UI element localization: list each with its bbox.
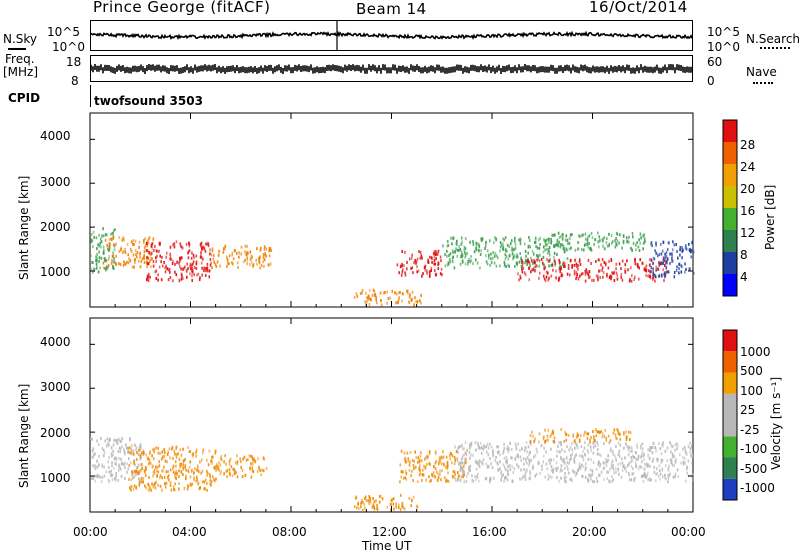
power-cbar-tick-24: 24 — [740, 160, 756, 174]
velocity-ytick-3000: 3000 — [40, 380, 71, 394]
power-colorbar-segment-3 — [723, 208, 737, 230]
power-colorbar-segment-2 — [723, 230, 737, 252]
power-band-5 — [396, 249, 443, 278]
velocity-colorbar-frame — [722, 329, 738, 501]
x-axis-label: Time UT — [362, 539, 412, 553]
velocity-ytick-4000: 4000 — [40, 335, 71, 349]
velocity-cbar-tick-500: 500 — [740, 364, 763, 378]
xtick-0000: 00:00 — [73, 525, 108, 539]
velocity-cbar-tick-25: 25 — [740, 403, 756, 417]
freq-tick-high: 18 — [66, 55, 82, 69]
xtick-0800: 08:00 — [272, 525, 307, 539]
freq-trace — [90, 64, 692, 74]
freq-label: Freq. — [5, 52, 35, 66]
velocity-colorbar-segment-0 — [723, 478, 737, 500]
xtick-2000: 20:00 — [572, 525, 607, 539]
velocity-cbar-label: Velocity [m s⁻¹] — [769, 376, 783, 470]
velocity-colorbar-segment-7 — [723, 330, 737, 352]
velocity-colorbar-segment-4 — [723, 393, 737, 415]
power-colorbar-segment-6 — [723, 142, 737, 164]
nsky-line-key — [8, 48, 26, 50]
velocity-band-2 — [216, 454, 268, 479]
freq-tick-low: 8 — [71, 74, 79, 88]
velocity-band-6 — [529, 428, 632, 444]
xtick-0400: 04:00 — [172, 525, 207, 539]
power-ytick-2000: 2000 — [40, 220, 71, 234]
cpid-marker — [90, 85, 91, 107]
power-ylabel: Slant Range [km] — [17, 175, 31, 280]
velocity-cbar-tick-neg1000: -1000 — [740, 481, 775, 495]
nsky-panel — [90, 20, 693, 51]
velocity-colorbar-segment-2 — [723, 436, 737, 458]
power-colorbar-segment-0 — [723, 274, 737, 296]
nave-label: Nave — [746, 65, 777, 79]
freq-unit: [MHz] — [3, 65, 39, 79]
velocity-cbar-tick-neg100: -100 — [740, 442, 768, 456]
beam-title: Beam 14 — [356, 0, 427, 18]
power-cbar-tick-16: 16 — [740, 204, 756, 218]
velocity-colorbar-segment-3 — [723, 415, 737, 437]
nsky-trace — [90, 30, 693, 41]
power-cbar-label: Power [dB] — [763, 184, 777, 250]
nave-line-key — [753, 82, 773, 84]
xtick-1600: 16:00 — [472, 525, 507, 539]
velocity-band-0 — [90, 436, 142, 484]
velocity-ylabel: Slant Range [km] — [17, 383, 31, 488]
power-ytick-1000: 1000 — [40, 265, 71, 279]
power-cbar-tick-8: 8 — [740, 248, 748, 262]
power-cbar-tick-20: 20 — [740, 182, 756, 196]
velocity-cbar-tick-1000: 1000 — [740, 345, 771, 359]
power-ytick-4000: 4000 — [40, 129, 71, 143]
power-band-9 — [650, 240, 695, 279]
velocity-ytick-1000: 1000 — [40, 471, 71, 485]
power-cbar-tick-28: 28 — [740, 138, 756, 152]
nsearch-line-key — [760, 47, 790, 49]
date-title: 16/Oct/2014 — [589, 0, 688, 16]
station-title: Prince George (fitACF) — [93, 0, 271, 16]
velocity-data-bands — [90, 428, 694, 512]
xtick-2400: 00:00 — [671, 525, 706, 539]
velocity-band-3 — [353, 493, 419, 512]
power-band-4 — [353, 288, 422, 307]
xtick-1200: 12:00 — [372, 525, 407, 539]
velocity-colorbar-segment-5 — [723, 372, 737, 394]
nave-tick-low: 0 — [707, 74, 715, 88]
velocity-band-1 — [127, 445, 217, 492]
power-band-0 — [90, 227, 116, 274]
power-ytick-3000: 3000 — [40, 175, 71, 189]
velocity-ytick-2000: 2000 — [40, 426, 71, 440]
power-colorbar-segment-4 — [723, 186, 737, 208]
nsearch-tick-high: 10^5 — [707, 25, 740, 39]
nsearch-tick-low: 10^0 — [707, 40, 740, 54]
velocity-colorbar-segment-1 — [723, 457, 737, 479]
power-colorbar-segment-1 — [723, 252, 737, 274]
nsky-tick-high: 10^5 — [47, 25, 80, 39]
velocity-cbar-tick-neg500: -500 — [740, 462, 768, 476]
power-colorbar-segment-7 — [723, 120, 737, 142]
power-colorbar-frame — [722, 119, 738, 297]
power-band-2 — [145, 240, 212, 283]
nave-tick-high: 60 — [707, 55, 723, 69]
cpid-label: CPID — [8, 91, 41, 105]
cpid-value: twofsound 3503 — [94, 94, 203, 108]
power-band-8 — [544, 231, 652, 253]
power-cbar-tick-4: 4 — [740, 270, 748, 284]
velocity-cbar-tick-neg25: -25 — [740, 423, 760, 437]
power-cbar-tick-12: 12 — [740, 226, 756, 240]
velocity-cbar-tick-100: 100 — [740, 384, 763, 398]
velocity-panel-frame — [89, 317, 694, 513]
power-data-bands — [90, 227, 695, 307]
power-band-3 — [210, 244, 273, 270]
nsky-tick-low: 10^0 — [52, 40, 85, 54]
power-colorbar-segment-5 — [723, 164, 737, 186]
nsearch-label: N.Search — [746, 32, 800, 46]
velocity-band-5 — [454, 440, 694, 484]
nsky-label: N.Sky — [3, 32, 38, 46]
velocity-colorbar-segment-6 — [723, 351, 737, 373]
